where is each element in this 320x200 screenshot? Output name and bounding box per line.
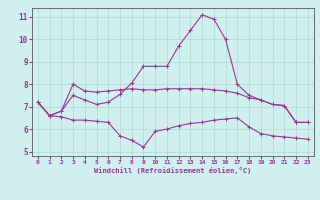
X-axis label: Windchill (Refroidissement éolien,°C): Windchill (Refroidissement éolien,°C) (94, 167, 252, 174)
